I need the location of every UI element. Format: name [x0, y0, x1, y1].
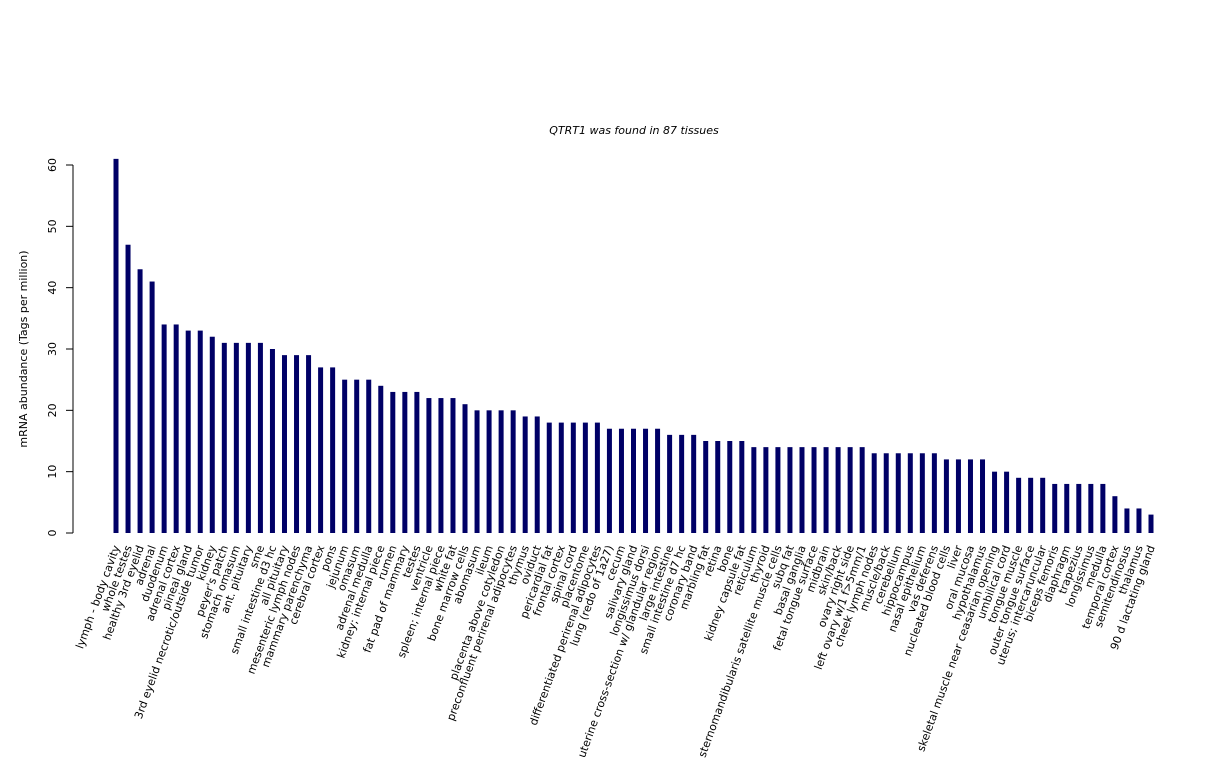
- y-tick-label: 60: [46, 158, 59, 172]
- bar: [462, 404, 468, 533]
- bar: [895, 453, 901, 533]
- bar: [233, 342, 239, 533]
- bar: [426, 398, 432, 533]
- bar: [245, 342, 251, 533]
- bar: [522, 416, 528, 533]
- bar: [197, 330, 203, 533]
- bar: [185, 330, 191, 533]
- bar: [1100, 483, 1106, 533]
- bar: [378, 385, 384, 533]
- y-tick-label: 30: [46, 342, 59, 356]
- bar: [691, 434, 697, 533]
- bar: [967, 459, 973, 533]
- bar: [667, 434, 673, 533]
- bar: [570, 422, 576, 533]
- bar: [871, 453, 877, 533]
- bar: [859, 447, 865, 533]
- bar: [149, 281, 155, 533]
- bar: [1016, 477, 1022, 533]
- bar: [799, 447, 805, 533]
- bar: [1028, 477, 1034, 533]
- bar: [727, 441, 733, 533]
- bar: [594, 422, 600, 533]
- bar: [655, 428, 661, 533]
- bar: [137, 269, 143, 533]
- bar: [161, 324, 167, 533]
- bar: [546, 422, 552, 533]
- y-tick-label: 50: [46, 219, 59, 233]
- bar: [703, 441, 709, 533]
- bar: [474, 410, 480, 533]
- bar: [269, 349, 275, 533]
- bar: [125, 244, 131, 533]
- y-tick-label: 0: [46, 530, 59, 537]
- bar: [943, 459, 949, 533]
- bar: [1076, 483, 1082, 533]
- bar: [1112, 496, 1118, 533]
- bar: [294, 355, 300, 533]
- bar: [342, 379, 348, 533]
- bar: [306, 355, 312, 533]
- bar: [631, 428, 636, 533]
- bar: [787, 447, 793, 533]
- bar: [390, 391, 396, 533]
- bar: [955, 459, 961, 533]
- bar: [257, 342, 263, 533]
- bar: [763, 447, 769, 533]
- bar: [1088, 483, 1094, 533]
- bar: [402, 391, 408, 533]
- bar: [354, 379, 360, 533]
- bar: [847, 447, 853, 533]
- y-tick-label: 40: [46, 281, 59, 295]
- bar: [209, 336, 215, 533]
- bar: [883, 453, 889, 533]
- bar: [811, 447, 817, 533]
- y-tick-label: 10: [46, 465, 59, 479]
- bar: [715, 441, 721, 533]
- bar: [739, 441, 745, 533]
- y-axis-label: mRNA abundance (Tags per million): [17, 250, 30, 447]
- bar: [1136, 508, 1142, 533]
- bar: [450, 398, 456, 533]
- bar: [1040, 477, 1046, 533]
- bar: [992, 471, 998, 533]
- bar: [281, 355, 287, 533]
- bar: [558, 422, 564, 533]
- y-tick-label: 20: [46, 403, 59, 417]
- bar: [679, 434, 685, 533]
- bar: [113, 158, 119, 533]
- bar: [221, 342, 227, 533]
- bar: [366, 379, 372, 533]
- bar: [980, 459, 986, 533]
- bar: [1148, 514, 1154, 533]
- bar: [1064, 483, 1070, 533]
- bar: [643, 428, 649, 533]
- bar: [618, 428, 624, 533]
- bar: [919, 453, 925, 533]
- bar: [330, 367, 336, 533]
- chart-title: QTRT1 was found in 87 tissues: [549, 124, 719, 137]
- bar: [414, 391, 420, 533]
- bar: [751, 447, 757, 533]
- bar: [318, 367, 324, 533]
- bar: [1124, 508, 1130, 533]
- bar: [775, 447, 781, 533]
- bar: [606, 428, 612, 533]
- bar: [823, 447, 829, 533]
- bar: [486, 410, 492, 533]
- bar: [510, 410, 516, 533]
- bar: [931, 453, 937, 533]
- bar: [835, 447, 841, 533]
- bar: [582, 422, 588, 533]
- bar: [534, 416, 540, 533]
- bar: [1052, 483, 1058, 533]
- bar: [1004, 471, 1010, 533]
- bar: [498, 410, 504, 533]
- bar: [907, 453, 913, 533]
- bar: [438, 398, 444, 533]
- bar: [173, 324, 179, 533]
